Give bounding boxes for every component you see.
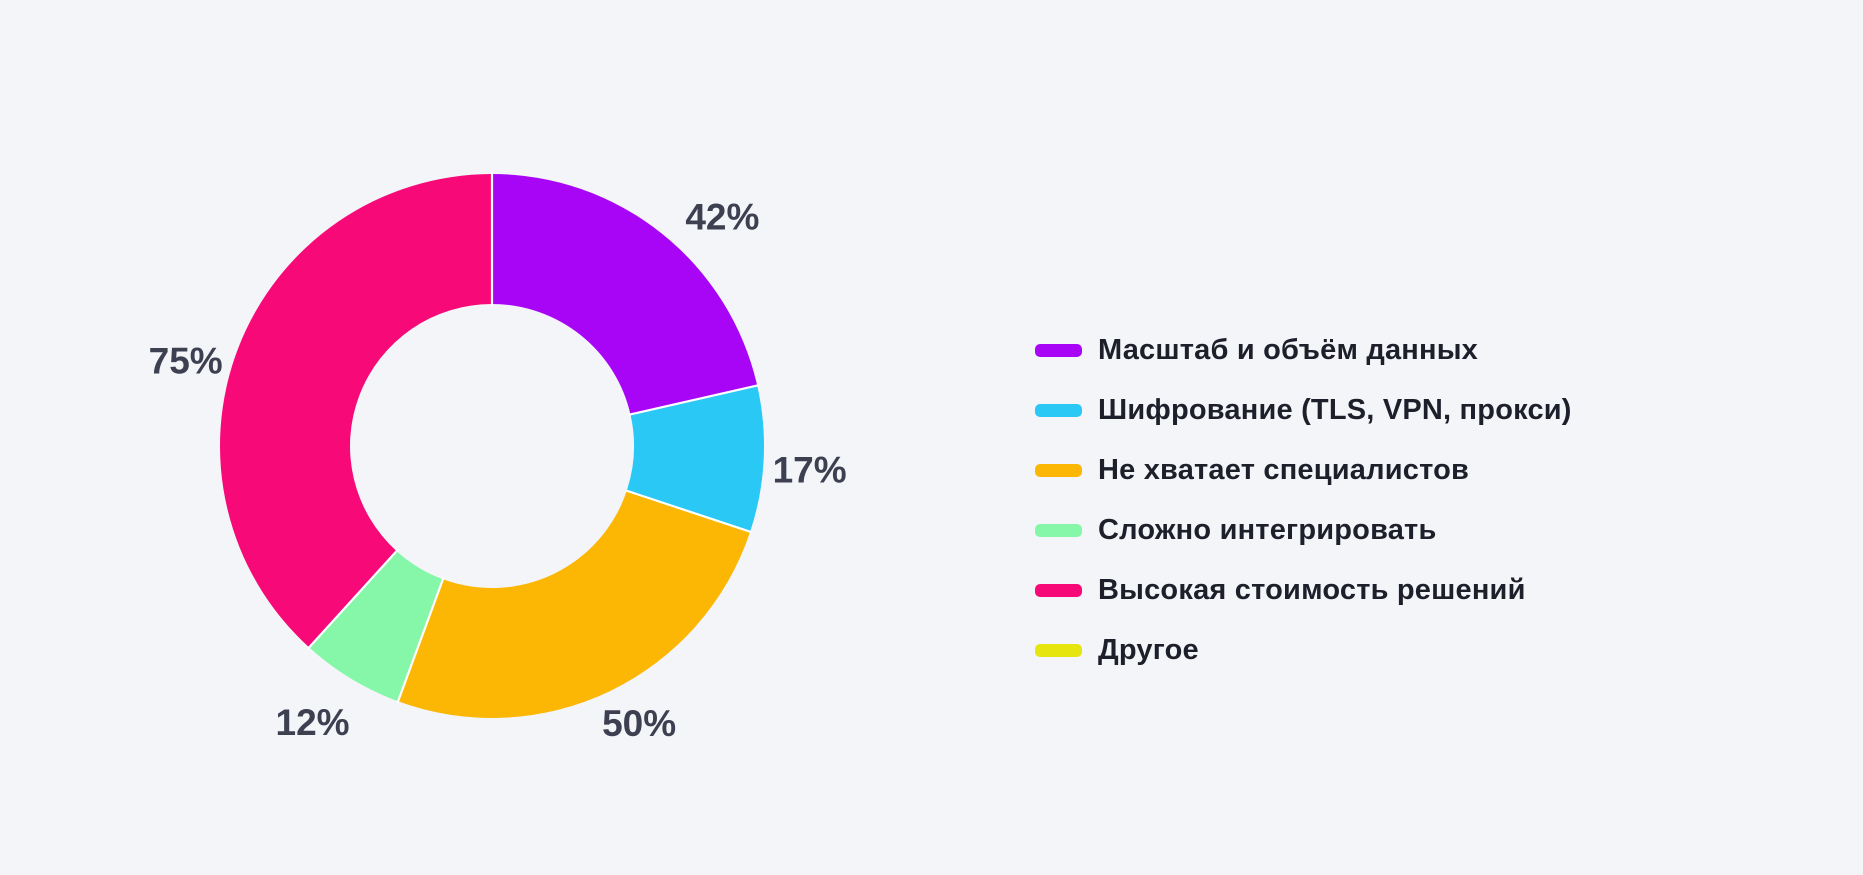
donut-separators (307, 172, 759, 704)
donut-slices (220, 174, 764, 718)
legend-item-5: Другое (1035, 620, 1572, 680)
donut-slice-1 (626, 385, 764, 532)
legend-item-1: Шифрование (TLS, VPN, прокси) (1035, 380, 1572, 440)
legend-item-2: Не хватает специалистов (1035, 440, 1572, 500)
legend-swatch-icon (1035, 643, 1082, 657)
legend-swatch-icon (1035, 583, 1082, 597)
legend-label: Не хватает специалистов (1098, 453, 1470, 486)
slice-separator (628, 384, 759, 416)
percent-label-4: 75% (149, 341, 223, 382)
donut-slice-3 (309, 551, 443, 702)
legend-label: Другое (1098, 633, 1199, 666)
legend: Масштаб и объём данных Шифрование (TLS, V… (1035, 320, 1572, 680)
percent-label-1: 17% (773, 449, 847, 490)
legend-label: Шифрование (TLS, VPN, прокси) (1098, 393, 1572, 426)
slice-separator (396, 577, 445, 704)
slice-separator (624, 489, 752, 534)
percent-label-2: 50% (602, 703, 676, 744)
donut-slice-2 (398, 490, 751, 718)
legend-label: Сложно интегрировать (1098, 513, 1437, 546)
legend-swatch-icon (1035, 403, 1082, 417)
donut-slice-4 (220, 174, 493, 648)
donut-percent-labels: 42% 17% 50% 12% 75% (149, 196, 847, 744)
donut-slice-0 (492, 174, 758, 415)
legend-swatch-icon (1035, 463, 1082, 477)
legend-item-0: Масштаб и объём данных (1035, 320, 1572, 380)
legend-label: Высокая стоимость решений (1098, 573, 1526, 606)
legend-swatch-icon (1035, 343, 1082, 357)
percent-label-3: 12% (276, 702, 350, 743)
legend-item-3: Сложно интегрировать (1035, 500, 1572, 560)
legend-swatch-icon (1035, 523, 1082, 537)
legend-item-4: Высокая стоимость решений (1035, 560, 1572, 620)
slice-separator (307, 548, 399, 650)
legend-label: Масштаб и объём данных (1098, 333, 1479, 366)
percent-label-0: 42% (685, 196, 759, 237)
